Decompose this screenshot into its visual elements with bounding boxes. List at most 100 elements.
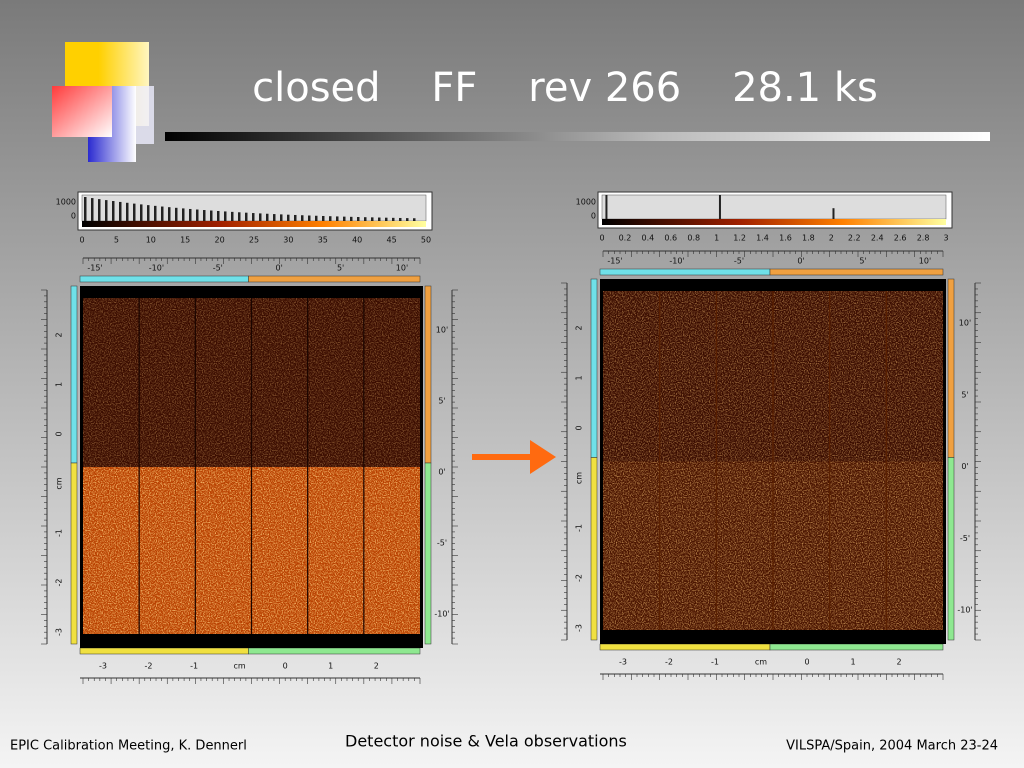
left-axis-label: 1 — [55, 382, 64, 387]
left-axis-label: 1 — [575, 375, 584, 380]
histogram-tick-label: 15 — [180, 236, 190, 245]
right-axis-label: 5' — [961, 390, 968, 399]
histogram-bar-decor — [175, 207, 178, 221]
left-axis-label: -2 — [55, 579, 64, 587]
bottom-axis-label: cm — [234, 662, 246, 671]
footer-left: EPIC Calibration Meeting, K. Dennerl — [10, 739, 247, 754]
histogram-tick-label: 3 — [943, 234, 948, 243]
histogram-bar-decor — [371, 217, 374, 221]
histogram-y-label: 1000 — [56, 198, 76, 207]
bottom-axis-label: 1 — [850, 658, 855, 667]
histogram-bar-decor — [84, 197, 87, 221]
histogram-bar-decor — [196, 209, 199, 221]
left-axis-label: cm — [55, 477, 64, 489]
histogram-bar-decor — [154, 205, 157, 221]
histogram-bar-decor — [231, 211, 234, 221]
strip-bottom-right — [769, 643, 944, 651]
top-axis-label: -15' — [87, 264, 102, 273]
top-axis-label: 10' — [919, 257, 931, 266]
histogram-y-label: 0 — [71, 212, 76, 221]
logo-light — [136, 86, 154, 144]
top-axis-label: -5' — [734, 257, 744, 266]
left-axis-label: -3 — [55, 628, 64, 636]
top-axis-label: 5' — [337, 264, 344, 273]
strip-bottom-left — [599, 643, 771, 651]
histogram-tick-label: 45 — [387, 236, 397, 245]
histogram-bar-decor — [147, 205, 150, 221]
bottom-axis-label: 2 — [374, 662, 379, 671]
histogram-bar-decor — [266, 213, 269, 221]
histogram-bar-decor — [605, 195, 608, 219]
histogram-tick-label: 35 — [318, 236, 328, 245]
bottom-axis-label: 1 — [328, 662, 333, 671]
histogram-bar-decor — [350, 216, 353, 221]
arrow — [472, 440, 556, 474]
histogram-bar-decor — [406, 218, 409, 221]
strip-bottom-left — [79, 647, 249, 655]
histogram-tick-label: 2.6 — [894, 234, 907, 243]
strip-left-top — [70, 285, 78, 464]
bottom-axis-label: 0 — [283, 662, 288, 671]
footer-center: Detector noise & Vela observations — [345, 732, 627, 751]
left-axis-label: 0 — [575, 425, 584, 430]
left-axis-label: 2 — [575, 325, 584, 330]
histogram-bar-decor — [718, 195, 721, 219]
bottom-axis-label: -3 — [619, 658, 627, 667]
top-axis-label: -10' — [669, 257, 684, 266]
bottom-axis-label: -3 — [99, 662, 107, 671]
left-axis-label: -3 — [575, 624, 584, 632]
histogram-tick-label: 30 — [283, 236, 293, 245]
histogram-tick-label: 1.6 — [779, 234, 792, 243]
histogram-bar-decor — [238, 212, 241, 221]
histogram-bar-decor — [189, 208, 192, 221]
histogram-bar-decor — [294, 214, 297, 221]
title: closed FF rev 266 28.1 ks — [252, 65, 878, 111]
histogram-colorbar — [602, 219, 946, 225]
histogram-bar-decor — [217, 210, 220, 221]
bottom-axis-label: 2 — [896, 658, 901, 667]
left-axis-label: -1 — [55, 529, 64, 537]
histogram-bar-decor — [343, 216, 346, 221]
strip-top-left — [599, 268, 771, 276]
histogram-y-label: 0 — [591, 212, 596, 221]
right-axis-label: 10' — [959, 319, 971, 328]
strip-right-bottom — [947, 457, 955, 641]
histogram-tick-label: 0 — [79, 236, 84, 245]
strip-right-bottom — [424, 462, 432, 645]
right-axis-label: -5' — [437, 539, 447, 548]
logo-pink — [52, 86, 112, 137]
bottom-axis-label: -1 — [711, 658, 719, 667]
histogram-tick-label: 1 — [714, 234, 719, 243]
bottom-axis-label: -2 — [145, 662, 153, 671]
histogram-bar-decor — [413, 218, 416, 221]
top-axis-label: -5' — [213, 264, 223, 273]
strip-right-top — [947, 278, 955, 458]
histogram-tick-label: 0.6 — [664, 234, 677, 243]
bottom-axis-label: -2 — [665, 658, 673, 667]
histogram-bar-decor — [336, 216, 339, 221]
title-rule — [165, 132, 990, 141]
strip-left-bottom — [590, 457, 598, 641]
histogram-tick-label: 1.2 — [733, 234, 746, 243]
histogram-bar-decor — [399, 217, 402, 221]
top-axis-label: 10' — [396, 264, 408, 273]
histogram-bar-decor — [126, 202, 129, 221]
histogram-bar-decor — [301, 215, 304, 221]
histogram-bar-decor — [392, 217, 395, 221]
left-axis-label: -1 — [575, 524, 584, 532]
histogram-bar-decor — [259, 213, 262, 221]
histogram-tick-label: 50 — [421, 236, 431, 245]
histogram-tick-label: 0.8 — [687, 234, 700, 243]
histogram-bar-decor — [273, 214, 276, 221]
histogram-tick-label: 2 — [829, 234, 834, 243]
histogram-bar-decor — [252, 213, 255, 221]
histogram-bar-decor — [133, 203, 136, 221]
histogram-bar-decor — [112, 201, 115, 221]
bottom-axis-label: -1 — [190, 662, 198, 671]
histogram-bar-decor — [329, 216, 332, 221]
strip-top-right — [769, 268, 944, 276]
right-axis-label: 5' — [438, 397, 445, 406]
histogram-tick-label: 2.2 — [848, 234, 861, 243]
